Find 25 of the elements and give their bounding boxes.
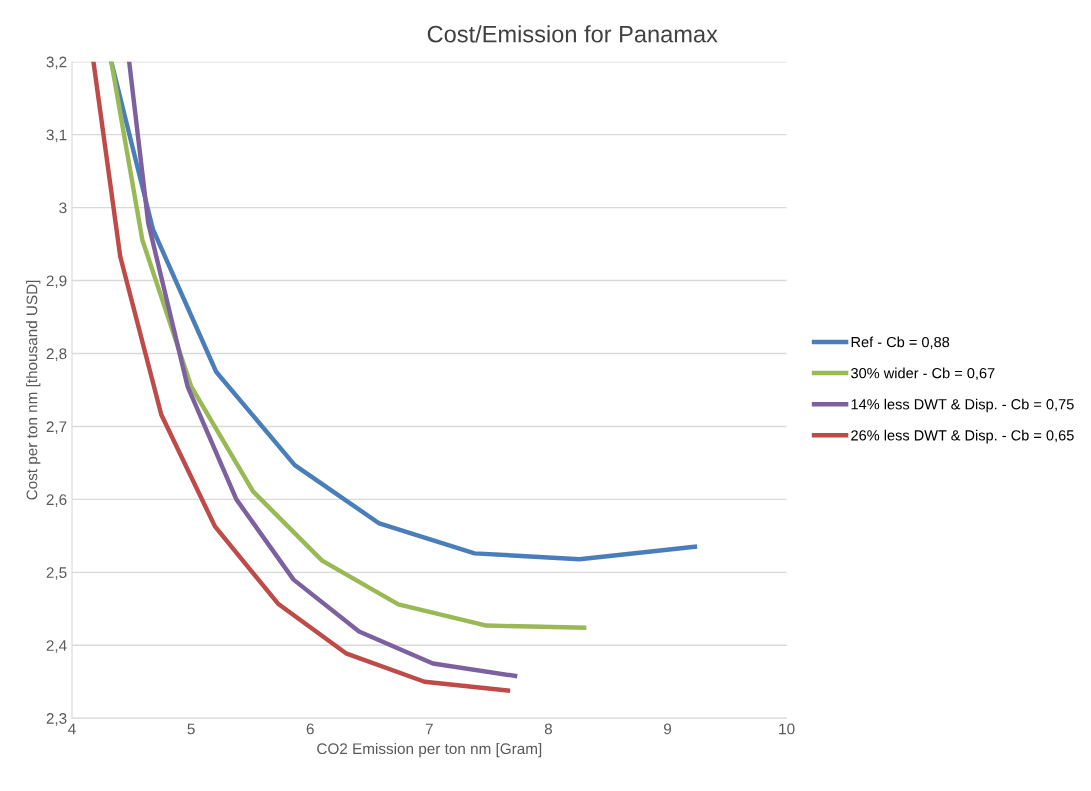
y-tick-label: 2,7 (46, 421, 67, 434)
y-tick-label: 2,4 (46, 640, 67, 653)
legend-label: 30% wider - Cb = 0,67 (851, 367, 995, 381)
line-series (109, 61, 587, 630)
x-tick-label: 7 (425, 723, 433, 735)
y-tick-label: 3 (59, 202, 67, 214)
legend-label: 26% less DWT & Disp. - Cb = 0,65 (851, 429, 1074, 444)
x-tick-label: 10 (779, 723, 795, 735)
y-tick-label: 3,1 (46, 129, 67, 143)
x-tick-label: 8 (544, 723, 552, 735)
x-tick-label: 6 (306, 723, 314, 735)
x-tick-label: 5 (187, 723, 195, 735)
x-axis-title: CO2 Emission per ton nm [Gram] (317, 742, 542, 758)
x-tick-label: 4 (68, 723, 76, 735)
y-tick-label: 3,2 (46, 56, 67, 70)
y-tick-label: 2,8 (46, 348, 67, 361)
legend-label: Ref - Cb = 0,88 (851, 336, 950, 349)
chart-title: Cost/Emission for Panamax (427, 25, 718, 43)
x-tick-label: 9 (663, 723, 672, 735)
y-tick-label: 2,3 (46, 713, 67, 726)
y-axis-title: Cost per ton nm [thousand USD] (26, 280, 41, 500)
y-tick-label: 2,6 (46, 494, 67, 507)
legend-label: 14% less DWT & Disp. - Cb = 0,75 (851, 398, 1074, 413)
y-tick-label: 2,9 (46, 275, 67, 289)
y-tick-label: 2,5 (46, 567, 67, 580)
